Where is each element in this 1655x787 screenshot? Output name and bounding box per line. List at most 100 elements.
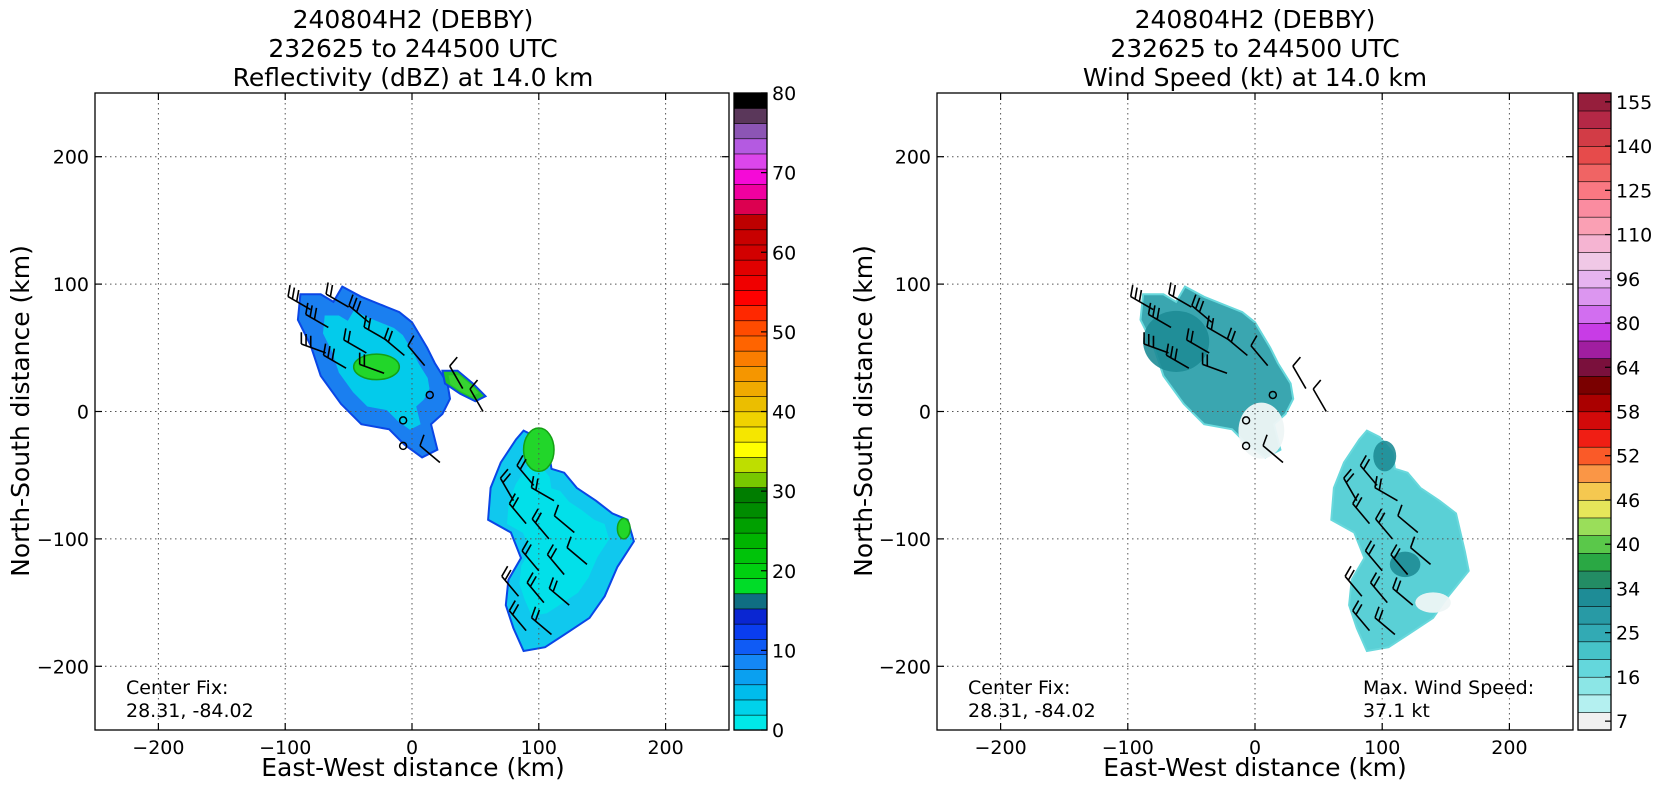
wind-grid xyxy=(937,93,1573,730)
colorbar-segment xyxy=(733,471,768,488)
colorbar-segment xyxy=(1577,128,1612,147)
wind-barb xyxy=(1206,315,1230,341)
weak-wind-patch xyxy=(1238,402,1285,459)
wind-barb xyxy=(530,606,552,636)
wind-barb xyxy=(1250,335,1269,367)
wind-barb xyxy=(1343,468,1358,502)
wind-barb xyxy=(508,600,527,632)
wind-barb xyxy=(363,315,388,341)
wind-speed-field xyxy=(1139,285,1470,653)
wind-barb xyxy=(383,327,405,357)
colorbar-tick-label: 34 xyxy=(1616,578,1640,600)
wind-barb xyxy=(325,282,350,308)
wind-wind-barbs xyxy=(1129,282,1432,636)
colorbar-segment xyxy=(733,653,768,670)
calm-wind-marker xyxy=(398,416,408,425)
wind-center-fix-value: 28.31, -84.02 xyxy=(968,700,1096,722)
wind-barb xyxy=(1364,540,1383,572)
colorbar-segment xyxy=(1577,676,1612,696)
colorbar-segment xyxy=(733,593,768,610)
colorbar-tick-label: 10 xyxy=(772,640,796,662)
wind-barb xyxy=(530,476,555,502)
echo-core-southern-band xyxy=(507,461,610,616)
wind-barb xyxy=(548,577,570,606)
colorbar-segment xyxy=(733,547,768,564)
colorbar-segment xyxy=(1577,694,1612,713)
wind-barb xyxy=(1185,328,1210,354)
wind-barb xyxy=(508,493,527,525)
colorbar-segment xyxy=(1577,570,1612,590)
calm-wind-marker xyxy=(1241,441,1251,451)
colorbar-segment xyxy=(1577,428,1612,448)
colorbar-segment xyxy=(733,380,768,397)
colorbar-segment xyxy=(733,365,768,382)
calm-wind-marker xyxy=(1241,416,1251,425)
wind-barb xyxy=(501,565,520,597)
colorbar-segment xyxy=(733,214,768,231)
wind-barb xyxy=(419,434,441,464)
weak-wind-patch xyxy=(1415,592,1451,613)
colorbar-segment xyxy=(1577,658,1612,678)
wind-y-axis-label: North-South distance (km) xyxy=(849,245,878,577)
high-reflectivity-cell xyxy=(522,427,555,473)
colorbar-segment xyxy=(1577,110,1612,129)
wind-barb xyxy=(499,468,515,502)
colorbar-segment xyxy=(1577,145,1612,165)
wind-title-line-2: 232625 to 244500 UTC xyxy=(1110,34,1399,63)
colorbar-segment xyxy=(1577,287,1612,306)
colorbar-segment xyxy=(733,305,768,322)
colorbar-segment xyxy=(1577,411,1612,430)
colorbar-segment xyxy=(1577,305,1612,324)
wind-barb xyxy=(1409,536,1432,565)
colorbar-segment xyxy=(733,107,768,124)
stronger-wind-patch xyxy=(1389,551,1421,578)
wind-barb xyxy=(449,356,464,389)
colorbar-segment xyxy=(1577,517,1612,536)
wind-barb xyxy=(343,328,367,354)
y-tick-label: 200 xyxy=(53,147,89,169)
colorbar-segment xyxy=(1577,234,1612,253)
y-tick-label: 0 xyxy=(77,402,89,424)
wind-region-southern-band xyxy=(1330,429,1470,653)
calm-wind-marker xyxy=(1268,390,1278,400)
wind-colorbar: 7 16 25 34 40 46 52 58 64 80 96 110 125 140 155 xyxy=(1577,92,1652,733)
reflectivity-ticks: −200 −100 0 100 200 −200 −100 0 100 200 xyxy=(37,93,729,759)
reflectivity-x-axis-label: East-West distance (km) xyxy=(261,753,565,782)
wind-barb xyxy=(1374,508,1393,540)
colorbar-tick-label: 0 xyxy=(772,720,784,742)
wind-title-line-3: Wind Speed (kt) at 14.0 km xyxy=(1083,63,1427,92)
max-wind-speed-value: 37.1 kt xyxy=(1363,700,1430,722)
colorbar-tick-label: 140 xyxy=(1616,136,1652,158)
colorbar-segment xyxy=(733,441,768,458)
reflectivity-panel: 240804H2 (DEBBY) 232625 to 244500 UTC Re… xyxy=(6,5,796,782)
colorbar-segment xyxy=(733,623,768,640)
colorbar-segment xyxy=(1577,481,1612,501)
reflectivity-title-line-3: Reflectivity (dBZ) at 14.0 km xyxy=(233,63,594,92)
colorbar-segment xyxy=(733,335,768,352)
y-tick-label: −200 xyxy=(37,656,89,678)
wind-barb xyxy=(300,332,327,354)
max-wind-speed-label: Max. Wind Speed: xyxy=(1363,677,1534,699)
high-reflectivity-cell xyxy=(352,353,401,381)
colorbar-segment xyxy=(733,502,768,519)
wind-center-fix-label: Center Fix: xyxy=(968,677,1070,699)
high-reflectivity-cell xyxy=(616,517,631,540)
x-tick-label: 100 xyxy=(521,737,557,759)
y-tick-label: −200 xyxy=(879,656,931,678)
wind-barb xyxy=(1168,282,1192,308)
colorbar-tick-label: 70 xyxy=(772,163,796,185)
wind-barb xyxy=(553,504,575,534)
colorbar-tick-label: 96 xyxy=(1616,269,1640,291)
wind-barb xyxy=(1359,454,1378,486)
wind-barb xyxy=(1344,565,1363,597)
colorbar-segment xyxy=(733,168,768,185)
colorbar-tick-label: 40 xyxy=(1616,534,1640,556)
colorbar-segment xyxy=(733,411,768,428)
colorbar-segment xyxy=(733,517,768,534)
reflectivity-colorbar: 0 10 20 30 40 50 60 70 80 xyxy=(733,83,796,742)
colorbar-segment xyxy=(733,123,768,140)
wind-barb xyxy=(1374,606,1396,636)
wind-barb xyxy=(1143,332,1169,354)
colorbar-segment xyxy=(733,608,768,625)
